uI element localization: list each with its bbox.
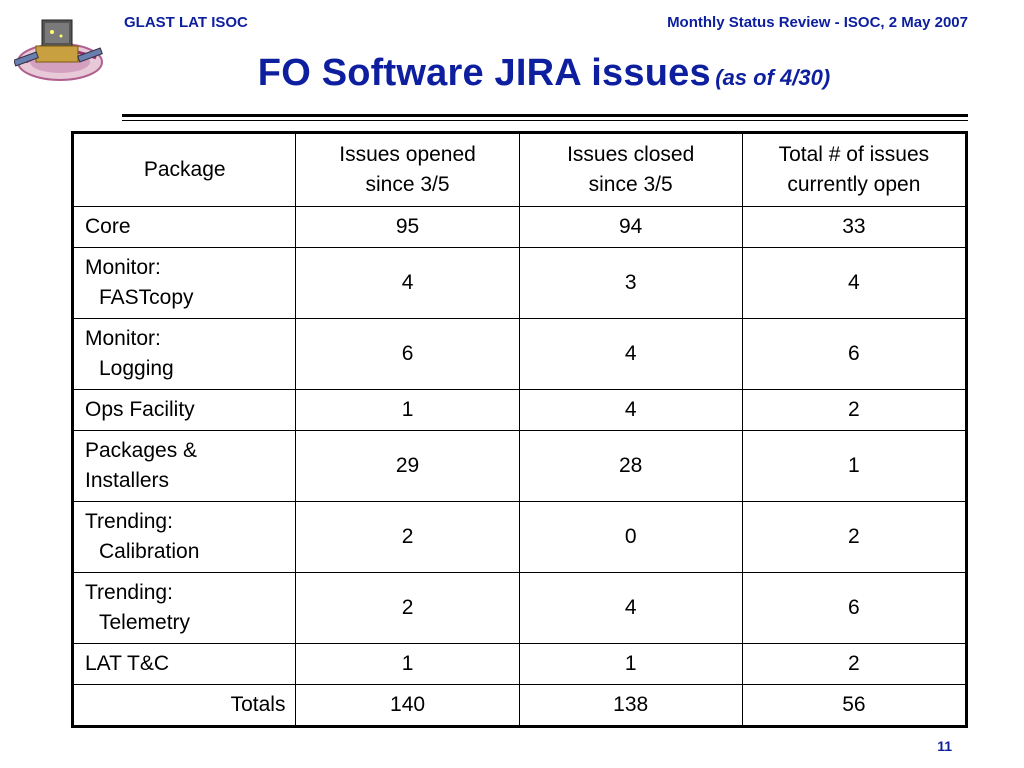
closed-cell: 0 [518,501,743,573]
table-row: Trending: Calibration 2 0 2 [71,501,968,573]
closed-cell: 94 [518,206,743,248]
closed-cell: 3 [518,247,743,319]
totals-opened-cell: 140 [295,684,520,727]
opened-cell: 6 [295,318,520,390]
package-cell: Monitor: Logging [71,318,297,390]
open-cell: 2 [741,389,968,431]
jira-issues-table: Package Issues opened since 3/5 Issues c… [71,131,968,728]
open-cell: 2 [741,643,968,685]
table-row: Packages & Installers 29 28 1 [71,430,968,502]
column-header-package: Package [71,132,297,207]
closed-cell: 28 [518,430,743,502]
column-header-opened: Issues opened since 3/5 [295,132,520,207]
closed-cell: 4 [518,318,743,390]
title-main: FO Software JIRA issues [257,52,711,94]
page-number: 11 [937,738,952,754]
header-review-label: Monthly Status Review - ISOC, 2 May 2007 [667,14,968,31]
package-cell: Trending: Calibration [71,501,297,573]
opened-cell: 29 [295,430,520,502]
table-header-row: Package Issues opened since 3/5 Issues c… [71,132,968,207]
opened-cell: 2 [295,572,520,644]
header-org-label: GLAST LAT ISOC [124,14,248,31]
open-cell: 1 [741,430,968,502]
opened-cell: 2 [295,501,520,573]
package-cell: Core [71,206,297,248]
totals-open-cell: 56 [741,684,968,727]
opened-cell: 1 [295,643,520,685]
package-cell: Ops Facility [71,389,297,431]
closed-cell: 4 [518,572,743,644]
open-cell: 33 [741,206,968,248]
package-cell: Packages & Installers [71,430,297,502]
title-divider-thick [122,114,968,117]
glast-satellite-logo-icon [14,19,103,81]
title-date-note: (as of 4/30) [715,65,831,90]
package-cell: LAT T&C [71,643,297,685]
open-cell: 6 [741,318,968,390]
open-cell: 6 [741,572,968,644]
totals-closed-cell: 138 [518,684,743,727]
package-cell: Trending: Telemetry [71,572,297,644]
totals-label: Totals [71,684,297,727]
table-row: Monitor: Logging 6 4 6 [71,318,968,390]
opened-cell: 1 [295,389,520,431]
title-divider-thin [122,120,968,121]
open-cell: 4 [741,247,968,319]
column-header-total-open: Total # of issues currently open [741,132,968,207]
package-cell: Monitor: FASTcopy [71,247,297,319]
table-row: LAT T&C 1 1 2 [71,643,968,685]
table-row: Trending: Telemetry 2 4 6 [71,572,968,644]
table-row: Monitor: FASTcopy 4 3 4 [71,247,968,319]
opened-cell: 95 [295,206,520,248]
column-header-closed: Issues closed since 3/5 [518,132,743,207]
closed-cell: 1 [518,643,743,685]
opened-cell: 4 [295,247,520,319]
closed-cell: 4 [518,389,743,431]
table-row: Ops Facility 1 4 2 [71,389,968,431]
page-title: FO Software JIRA issues (as of 4/30) [0,52,1024,95]
table-row: Core 95 94 33 [71,206,968,248]
open-cell: 2 [741,501,968,573]
totals-row: Totals 140 138 56 [71,684,968,727]
